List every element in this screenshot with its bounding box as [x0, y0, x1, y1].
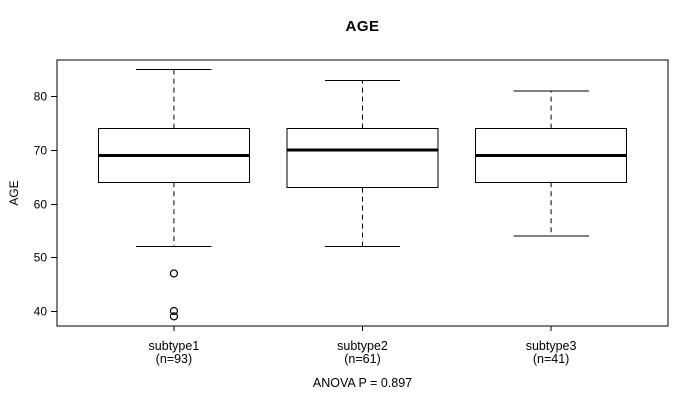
y-axis-tick-label: 40	[34, 305, 48, 319]
category-count-label: (n=61)	[344, 352, 380, 366]
outlier-point	[169, 269, 179, 278]
y-axis-tick-label: 80	[34, 90, 48, 104]
outlier-point	[169, 306, 179, 316]
outlier-point	[169, 312, 179, 321]
category-label: subtype1	[149, 339, 200, 353]
anova-footnote: ANOVA P = 0.897	[312, 376, 413, 390]
category-label: subtype3	[526, 339, 577, 353]
category-count-label: (n=41)	[533, 352, 569, 366]
y-axis-tick-label: 70	[34, 144, 48, 158]
category-label: subtype2	[337, 339, 388, 353]
y-axis-tick-label: 60	[34, 198, 48, 212]
iqr-box	[286, 128, 439, 189]
y-axis-tick-label: 50	[34, 251, 48, 265]
category-count-label: (n=93)	[156, 352, 192, 366]
chart-title: AGE	[345, 18, 380, 35]
